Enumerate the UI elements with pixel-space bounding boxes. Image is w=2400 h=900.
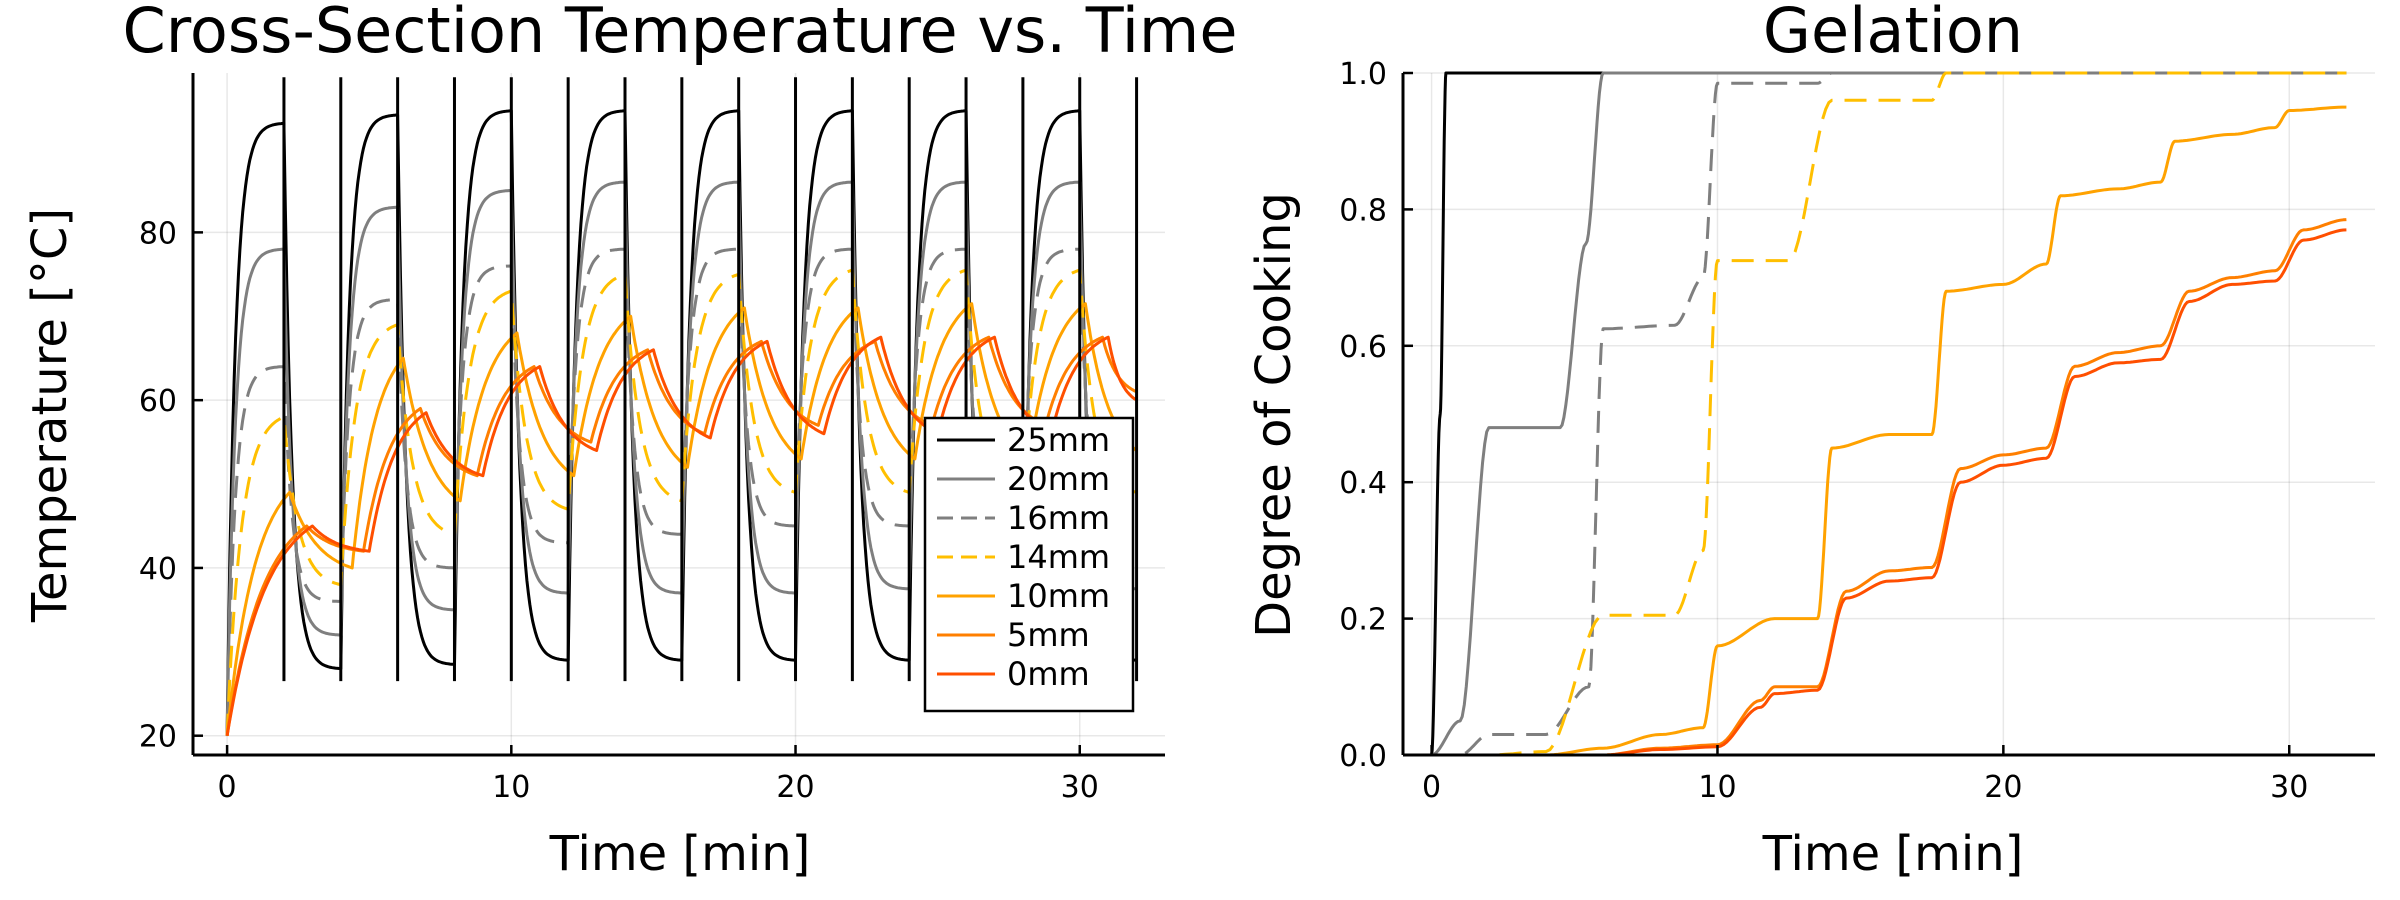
x-tick-label: 10 (1698, 770, 1736, 805)
legend-label-20mm: 20mm (1007, 460, 1110, 498)
series-line-0mm (1431, 228, 2347, 757)
x-tick-label: 20 (1984, 770, 2022, 805)
x-axis-label: Time [min] (549, 826, 811, 882)
y-tick-label: 80 (139, 216, 177, 251)
y-tick-label: 20 (139, 720, 177, 755)
legend-label-0mm: 0mm (1007, 655, 1090, 693)
y-tick-label: 0.2 (1339, 603, 1387, 638)
grid (1403, 72, 2375, 756)
legend-label-16mm: 16mm (1007, 499, 1110, 537)
series-line-20mm (1431, 71, 2347, 757)
axes: 0 10 20 30 20 40 60 80 (139, 73, 1165, 805)
y-tick-label: 0.6 (1339, 330, 1387, 365)
axes: 0 10 20 30 0.0 0.2 0.4 0.6 0.8 1.0 (1339, 57, 2375, 805)
chart-title: Gelation (1763, 0, 2023, 67)
series-line-5mm (1431, 218, 2347, 757)
y-tick-label: 0.8 (1339, 193, 1387, 228)
series-line-14mm (1431, 71, 2347, 757)
series-group (1430, 71, 2347, 757)
x-tick-label: 10 (492, 770, 530, 805)
x-tick-label: 30 (2270, 770, 2308, 805)
series-line-10mm (1431, 105, 2347, 757)
chart-title: Cross-Section Temperature vs. Time (123, 0, 1238, 67)
gelation-chart: Gelation 0 10 20 30 0.0 0.2 0.4 0.6 0.8 1.0 Time … (1246, 0, 2375, 882)
y-tick-label: 60 (139, 384, 177, 419)
legend-label-25mm: 25mm (1007, 421, 1110, 459)
series-line-10mm (225, 302, 1138, 736)
x-tick-label: 30 (1061, 770, 1099, 805)
temperature-chart: Cross-Section Temperature vs. Time 0 10 20… (22, 0, 1237, 882)
y-tick-label: 0.4 (1339, 466, 1387, 501)
x-tick-label: 0 (218, 770, 237, 805)
series-line-25mm (1430, 71, 2347, 756)
y-axis-label: Degree of Cooking (1246, 192, 1302, 638)
y-tick-label: 1.0 (1339, 57, 1387, 92)
legend-label-5mm: 5mm (1007, 616, 1090, 654)
x-axis-label: Time [min] (1762, 826, 2024, 882)
series-line-0mm (225, 335, 1138, 736)
legend-label-10mm: 10mm (1007, 577, 1110, 615)
legend-label-14mm: 14mm (1007, 538, 1110, 576)
legend-box (923, 416, 1135, 713)
y-axis-label: Temperature [°C] (22, 208, 78, 623)
x-tick-label: 0 (1422, 770, 1441, 805)
x-tick-label: 20 (776, 770, 814, 805)
y-tick-label: 0.0 (1339, 739, 1387, 774)
y-tick-label: 40 (139, 552, 177, 587)
series-line-16mm (1431, 71, 2347, 757)
